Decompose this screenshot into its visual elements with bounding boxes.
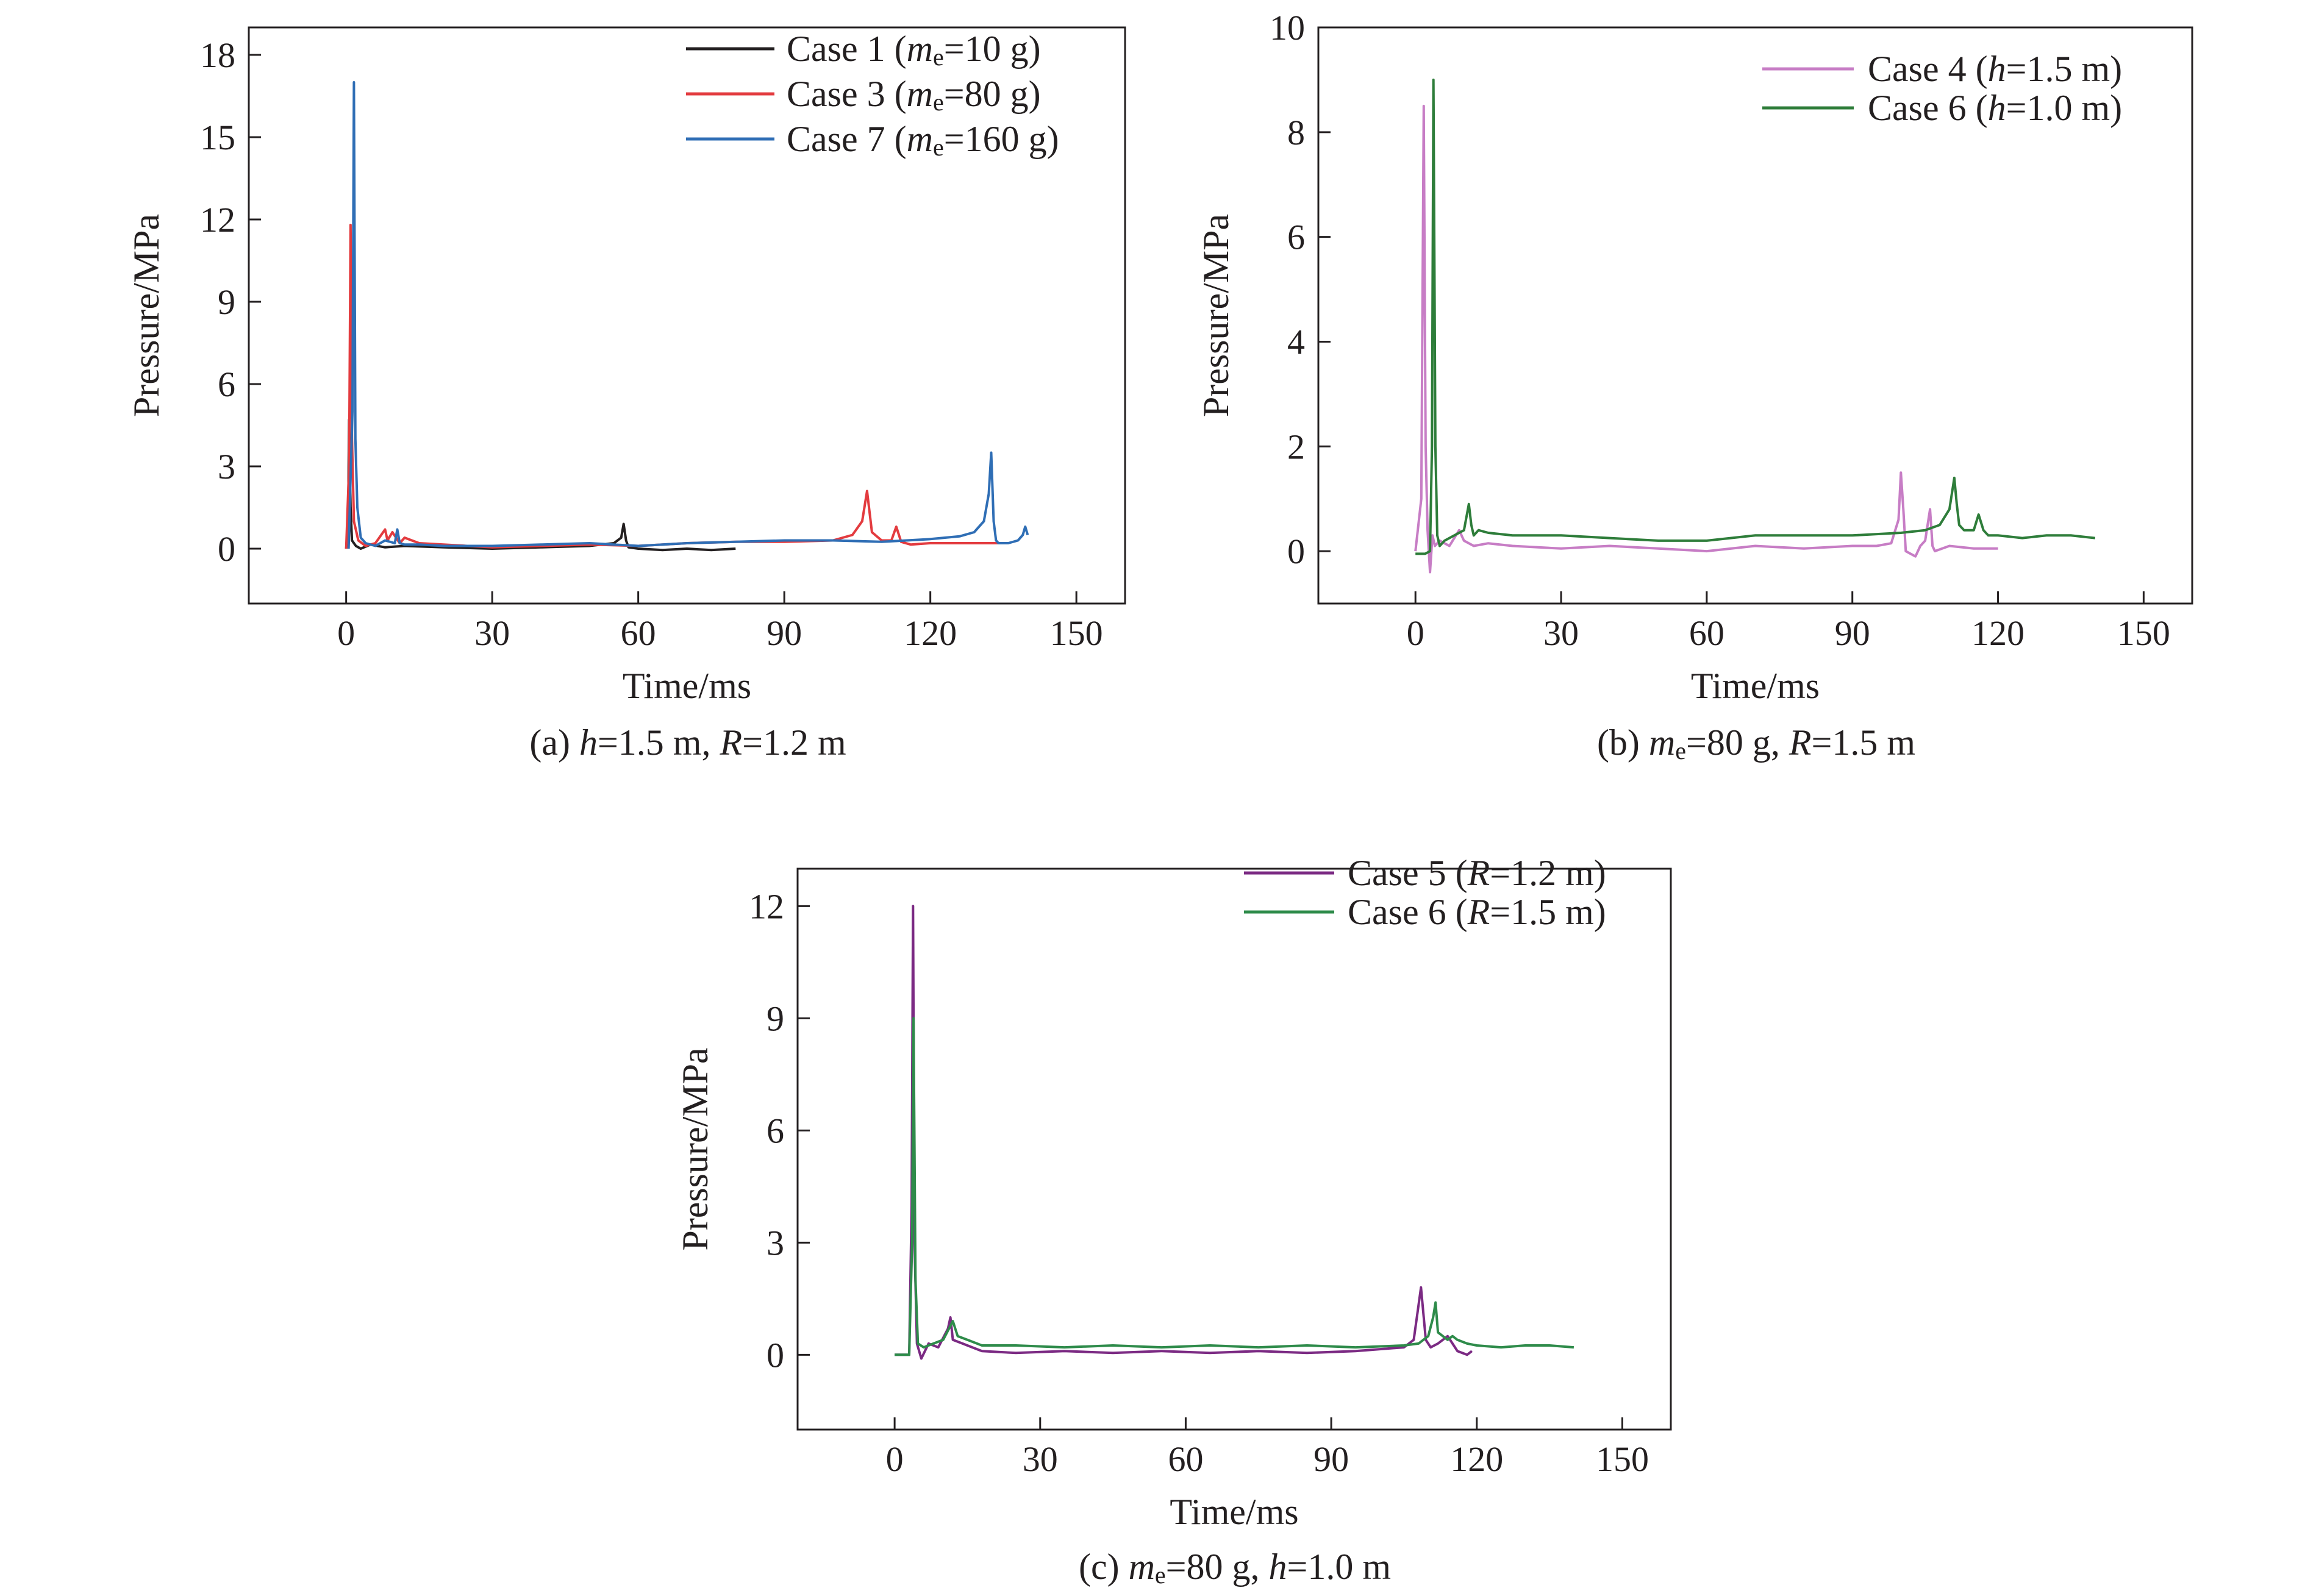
y-tick-label: 9 xyxy=(767,999,784,1038)
y-tick-label: 3 xyxy=(218,447,235,486)
y-tick-label: 18 xyxy=(200,35,235,75)
y-tick-label: 15 xyxy=(200,118,235,157)
x-tick-label: 150 xyxy=(1050,613,1103,653)
legend-label: Case 3 (me=80 g) xyxy=(787,74,1041,116)
legend-label: Case 5 (R=1.2 m) xyxy=(1348,853,1606,893)
y-tick-label: 2 xyxy=(1287,427,1305,466)
series-line-2 xyxy=(1415,78,2096,555)
y-tick-label: 6 xyxy=(767,1111,784,1150)
legend-label: Case 6 (R=1.5 m) xyxy=(1348,892,1606,932)
legend: Case 5 (R=1.2 m)Case 6 (R=1.5 m) xyxy=(1244,853,1606,932)
x-tick-label: 60 xyxy=(621,613,656,653)
plot-frame xyxy=(248,26,1126,605)
y-tick-label: 8 xyxy=(1287,113,1305,152)
x-tick-label: 0 xyxy=(886,1439,904,1479)
chart-panel-2: 0 30 60 90 120 150 0 2 4 6 8 10 Time/ms Pressure/MPa C… xyxy=(1196,8,2193,764)
chart-panel-1: 0 30 60 90 120 150 0 3 6 9 12 15 18 Time/ms Pressure/M… xyxy=(126,26,1126,763)
panel-caption: (c) me=80 g, h=1.0 m xyxy=(1079,1547,1391,1589)
y-axis-label: Pressure/MPa xyxy=(1196,214,1236,417)
x-tick-label: 120 xyxy=(1450,1439,1503,1479)
x-axis-label: Time/ms xyxy=(623,666,751,706)
x-axis-label: Time/ms xyxy=(1170,1492,1298,1532)
y-tick-label: 12 xyxy=(200,200,235,240)
x-tick-label: 120 xyxy=(1971,613,2024,653)
panel-caption: (a) h=1.5 m, R=1.2 m xyxy=(529,722,846,763)
x-tick-label: 90 xyxy=(1313,1439,1349,1479)
y-tick-label: 4 xyxy=(1287,322,1305,362)
legend-label: Case 4 (h=1.5 m) xyxy=(1868,49,2122,89)
y-tick-label: 9 xyxy=(218,282,235,322)
series-line-2 xyxy=(895,1017,1574,1356)
panel-caption: (b) me=80 g, R=1.5 m xyxy=(1597,722,1915,764)
y-tick-label: 12 xyxy=(749,886,784,926)
y-tick-label: 0 xyxy=(218,529,235,569)
x-tick-label: 60 xyxy=(1689,613,1724,653)
x-tick-label: 150 xyxy=(1596,1439,1649,1479)
x-axis-label: Time/ms xyxy=(1691,666,1820,706)
series-line-1 xyxy=(895,905,1473,1360)
chart-panel-3: 0 30 60 90 120 150 0 3 6 9 12 Time/ms Pressure/MPa Ca… xyxy=(675,853,1672,1589)
plot-frame xyxy=(1317,26,2193,605)
x-tick-label: 30 xyxy=(1543,613,1579,653)
x-tick-label: 120 xyxy=(904,613,957,653)
x-tick-label: 30 xyxy=(474,613,510,653)
series-line-2 xyxy=(345,224,1004,549)
x-tick-label: 90 xyxy=(1835,613,1870,653)
y-tick-label: 0 xyxy=(767,1335,784,1375)
y-tick-label: 10 xyxy=(1270,8,1305,48)
x-tick-label: 30 xyxy=(1023,1439,1058,1479)
series-line-1 xyxy=(345,418,736,552)
series-line-1 xyxy=(1414,104,1998,574)
x-tick-label: 90 xyxy=(767,613,802,653)
x-tick-label: 0 xyxy=(337,613,355,653)
y-tick-label: 6 xyxy=(218,365,235,404)
x-tick-label: 60 xyxy=(1168,1439,1203,1479)
y-tick-label: 3 xyxy=(767,1223,784,1263)
y-tick-label: 6 xyxy=(1287,218,1305,257)
legend: Case 1 (me=10 g)Case 3 (me=80 g)Case 7 (… xyxy=(686,29,1059,161)
legend-label: Case 1 (me=10 g) xyxy=(787,29,1041,71)
legend-label: Case 6 (h=1.0 m) xyxy=(1868,88,2122,128)
y-tick-label: 0 xyxy=(1287,532,1305,571)
legend-label: Case 7 (me=160 g) xyxy=(787,119,1059,161)
legend: Case 4 (h=1.5 m)Case 6 (h=1.0 m) xyxy=(1762,49,2122,128)
plot-frame xyxy=(796,867,1672,1431)
y-axis-label: Pressure/MPa xyxy=(675,1047,715,1250)
x-tick-label: 0 xyxy=(1407,613,1424,653)
y-axis-label: Pressure/MPa xyxy=(126,214,166,417)
x-tick-label: 150 xyxy=(2117,613,2170,653)
series-line-3 xyxy=(347,81,1029,549)
